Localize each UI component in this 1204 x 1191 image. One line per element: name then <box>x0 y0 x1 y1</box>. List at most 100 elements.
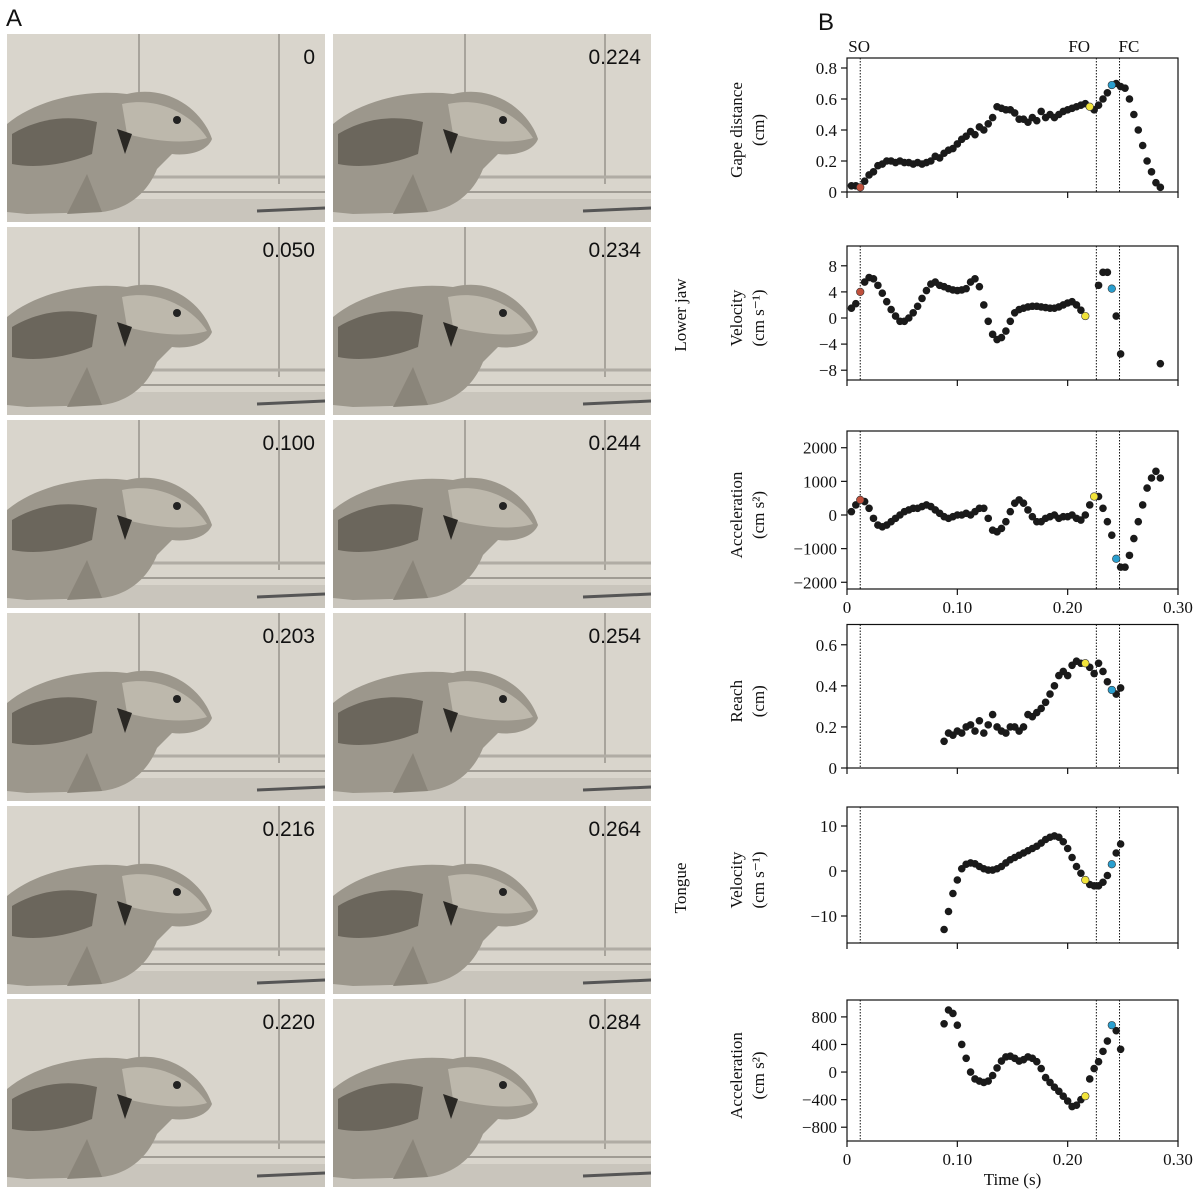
data-point <box>1068 853 1076 862</box>
group-label: Tongue <box>671 863 690 914</box>
data-point <box>1002 729 1010 737</box>
frame-time: 0.050 <box>262 239 315 262</box>
y-tick-label: 10 <box>820 817 837 836</box>
data-point <box>1046 1078 1054 1087</box>
data-point <box>1099 878 1107 887</box>
video-frame <box>7 34 325 222</box>
data-point <box>1112 312 1121 320</box>
data-point <box>988 1071 997 1080</box>
data-point <box>971 275 979 283</box>
data-point <box>971 727 979 735</box>
data-point <box>1103 517 1112 526</box>
data-point <box>918 294 926 303</box>
data-point <box>1037 704 1045 713</box>
data-point <box>1081 1092 1090 1101</box>
x-tick-label: 0.30 <box>1163 598 1193 617</box>
y-tick-label: 1000 <box>803 472 837 491</box>
x-tick-label: 0 <box>843 1150 852 1169</box>
data-point <box>962 284 970 293</box>
frame-time: 0.224 <box>588 46 641 69</box>
data-point <box>949 1009 957 1018</box>
data-point <box>1081 311 1090 321</box>
data-point <box>856 287 865 296</box>
frame-time: 0.220 <box>262 1011 315 1034</box>
data-point <box>1046 690 1054 698</box>
data-point <box>1103 89 1112 97</box>
data-point <box>975 282 984 291</box>
y-tick-label: 0.4 <box>816 121 838 140</box>
y-axis-label: (cm s⁻¹) <box>749 851 768 908</box>
data-point <box>1156 183 1165 192</box>
y-tick-label: 0.2 <box>816 152 837 171</box>
data-point <box>957 729 966 737</box>
data-point <box>1134 517 1143 526</box>
data-point <box>887 305 895 314</box>
data-point <box>1090 1064 1098 1073</box>
data-point <box>1107 1021 1116 1030</box>
y-tick-label: 0.8 <box>816 59 837 78</box>
data-point <box>856 495 865 504</box>
data-point <box>891 312 900 320</box>
data-point <box>1107 685 1116 695</box>
y-axis-label: Acceleration <box>727 1032 746 1119</box>
data-point <box>1081 875 1090 885</box>
data-point <box>1081 511 1090 519</box>
group-label: Lower jaw <box>671 278 690 352</box>
data-point <box>1024 506 1032 514</box>
data-point <box>1125 551 1134 560</box>
data-point <box>984 1077 993 1085</box>
data-point <box>882 297 891 306</box>
y-axis-label: Reach <box>727 680 746 723</box>
y-tick-label: 0 <box>829 309 838 328</box>
y-tick-label: 0 <box>829 862 838 881</box>
y-tick-label: 0 <box>829 506 838 525</box>
data-point <box>1125 95 1134 103</box>
data-point <box>1032 1057 1041 1066</box>
data-point <box>1103 1037 1112 1045</box>
y-tick-label: 4 <box>829 283 838 302</box>
plot-frame <box>846 999 1179 1142</box>
data-point <box>1059 1092 1068 1100</box>
data-point <box>1090 492 1099 501</box>
y-tick-label: 0 <box>829 759 838 778</box>
data-point <box>1103 268 1112 277</box>
data-point <box>940 737 948 746</box>
data-point <box>1094 101 1103 109</box>
data-point <box>1147 474 1156 482</box>
data-point <box>971 130 979 139</box>
frame-time: 0.244 <box>588 432 641 455</box>
data-point <box>1152 467 1160 476</box>
data-point <box>913 302 922 311</box>
y-axis-label: Velocity <box>727 289 746 346</box>
event-label: FC <box>1119 37 1140 56</box>
y-axis-label: (cm) <box>749 114 768 146</box>
x-axis-label: Time (s) <box>984 1170 1041 1189</box>
data-point <box>852 299 860 308</box>
y-tick-label: 800 <box>812 1008 838 1027</box>
data-point <box>988 113 997 122</box>
data-point <box>1055 1087 1063 1096</box>
y-tick-label: 0.4 <box>816 677 838 696</box>
data-point <box>1143 157 1151 165</box>
data-point <box>1006 317 1015 326</box>
frame-time: 0.254 <box>588 625 641 648</box>
data-point <box>940 925 948 934</box>
data-point <box>1156 359 1165 368</box>
plot-frame <box>846 623 1179 769</box>
data-point <box>1099 504 1107 513</box>
data-point <box>860 177 869 185</box>
data-point <box>1099 95 1107 103</box>
data-point <box>1072 862 1081 871</box>
data-point <box>980 729 988 737</box>
data-point <box>1143 484 1151 492</box>
data-point <box>1108 531 1116 539</box>
data-point <box>1010 109 1019 117</box>
frame-time: 0.264 <box>588 818 641 841</box>
y-tick-label: −10 <box>810 907 837 926</box>
data-point <box>1116 1045 1125 1054</box>
plot-frame <box>846 806 1179 944</box>
event-label: FO <box>1068 37 1090 56</box>
data-point <box>1134 126 1143 134</box>
data-point <box>856 183 865 192</box>
data-point <box>865 504 873 513</box>
